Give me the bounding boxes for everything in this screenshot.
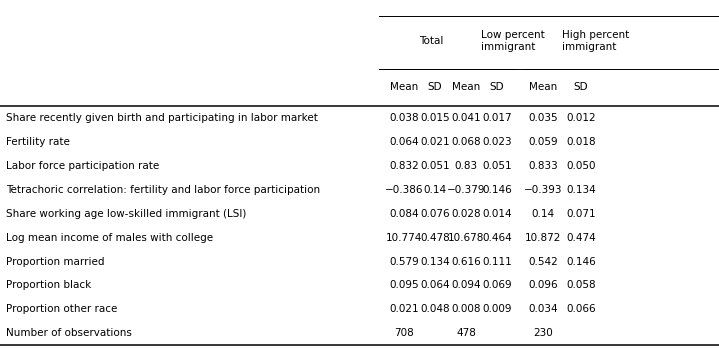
Text: Log mean income of males with college: Log mean income of males with college: [6, 233, 213, 242]
Text: 0.035: 0.035: [528, 113, 558, 123]
Text: Proportion other race: Proportion other race: [6, 304, 117, 314]
Text: 0.048: 0.048: [420, 304, 450, 314]
Text: SD: SD: [574, 82, 588, 92]
Text: 0.474: 0.474: [566, 233, 596, 242]
Text: 0.034: 0.034: [528, 304, 558, 314]
Text: 0.068: 0.068: [451, 137, 481, 147]
Text: 0.009: 0.009: [482, 304, 512, 314]
Text: High percent
immigrant: High percent immigrant: [562, 30, 629, 52]
Text: −0.379: −0.379: [446, 185, 485, 195]
Text: 0.094: 0.094: [451, 280, 481, 290]
Text: 0.058: 0.058: [566, 280, 596, 290]
Text: 0.095: 0.095: [389, 280, 419, 290]
Text: Mean: Mean: [452, 82, 480, 92]
Text: 0.134: 0.134: [566, 185, 596, 195]
Text: Mean: Mean: [528, 82, 557, 92]
Text: −0.393: −0.393: [523, 185, 562, 195]
Text: Share recently given birth and participating in labor market: Share recently given birth and participa…: [6, 113, 318, 123]
Text: 0.064: 0.064: [420, 280, 450, 290]
Text: 0.084: 0.084: [389, 209, 419, 219]
Text: 0.14: 0.14: [423, 185, 446, 195]
Text: 0.134: 0.134: [420, 257, 450, 267]
Text: 0.064: 0.064: [389, 137, 419, 147]
Text: 708: 708: [394, 328, 414, 338]
Text: 478: 478: [456, 328, 476, 338]
Text: Tetrachoric correlation: fertility and labor force participation: Tetrachoric correlation: fertility and l…: [6, 185, 320, 195]
Text: 0.833: 0.833: [528, 161, 558, 171]
Text: Proportion black: Proportion black: [6, 280, 91, 290]
Text: 0.096: 0.096: [528, 280, 558, 290]
Text: Labor force participation rate: Labor force participation rate: [6, 161, 159, 171]
Text: Low percent
immigrant: Low percent immigrant: [482, 30, 545, 52]
Text: 0.478: 0.478: [420, 233, 450, 242]
Text: 0.014: 0.014: [482, 209, 512, 219]
Text: 0.041: 0.041: [451, 113, 481, 123]
Text: 10.872: 10.872: [525, 233, 561, 242]
Text: 10.774: 10.774: [386, 233, 422, 242]
Text: 0.015: 0.015: [420, 113, 450, 123]
Text: 0.83: 0.83: [454, 161, 477, 171]
Text: 0.012: 0.012: [566, 113, 596, 123]
Text: 0.066: 0.066: [566, 304, 596, 314]
Text: 0.111: 0.111: [482, 257, 512, 267]
Text: 0.051: 0.051: [482, 161, 512, 171]
Text: 0.579: 0.579: [389, 257, 419, 267]
Text: 0.017: 0.017: [482, 113, 512, 123]
Text: 0.050: 0.050: [566, 161, 596, 171]
Text: 0.14: 0.14: [531, 209, 554, 219]
Text: 0.021: 0.021: [420, 137, 450, 147]
Text: 0.008: 0.008: [451, 304, 481, 314]
Text: 0.051: 0.051: [420, 161, 450, 171]
Text: 230: 230: [533, 328, 553, 338]
Text: 0.069: 0.069: [482, 280, 512, 290]
Text: SD: SD: [490, 82, 504, 92]
Text: Share working age low-skilled immigrant (LSI): Share working age low-skilled immigrant …: [6, 209, 246, 219]
Text: 0.464: 0.464: [482, 233, 512, 242]
Text: 0.023: 0.023: [482, 137, 512, 147]
Text: 0.832: 0.832: [389, 161, 419, 171]
Text: SD: SD: [428, 82, 442, 92]
Text: 0.059: 0.059: [528, 137, 558, 147]
Text: 0.071: 0.071: [566, 209, 596, 219]
Text: 0.616: 0.616: [451, 257, 481, 267]
Text: 0.038: 0.038: [389, 113, 419, 123]
Text: 0.146: 0.146: [482, 185, 512, 195]
Text: 10.678: 10.678: [448, 233, 484, 242]
Text: Mean: Mean: [390, 82, 418, 92]
Text: 0.018: 0.018: [566, 137, 596, 147]
Text: Number of observations: Number of observations: [6, 328, 132, 338]
Text: 0.028: 0.028: [451, 209, 481, 219]
Text: Proportion married: Proportion married: [6, 257, 104, 267]
Text: 0.076: 0.076: [420, 209, 450, 219]
Text: 0.146: 0.146: [566, 257, 596, 267]
Text: 0.021: 0.021: [389, 304, 419, 314]
Text: Total: Total: [419, 36, 444, 46]
Text: Fertility rate: Fertility rate: [6, 137, 70, 147]
Text: −0.386: −0.386: [385, 185, 423, 195]
Text: 0.542: 0.542: [528, 257, 558, 267]
